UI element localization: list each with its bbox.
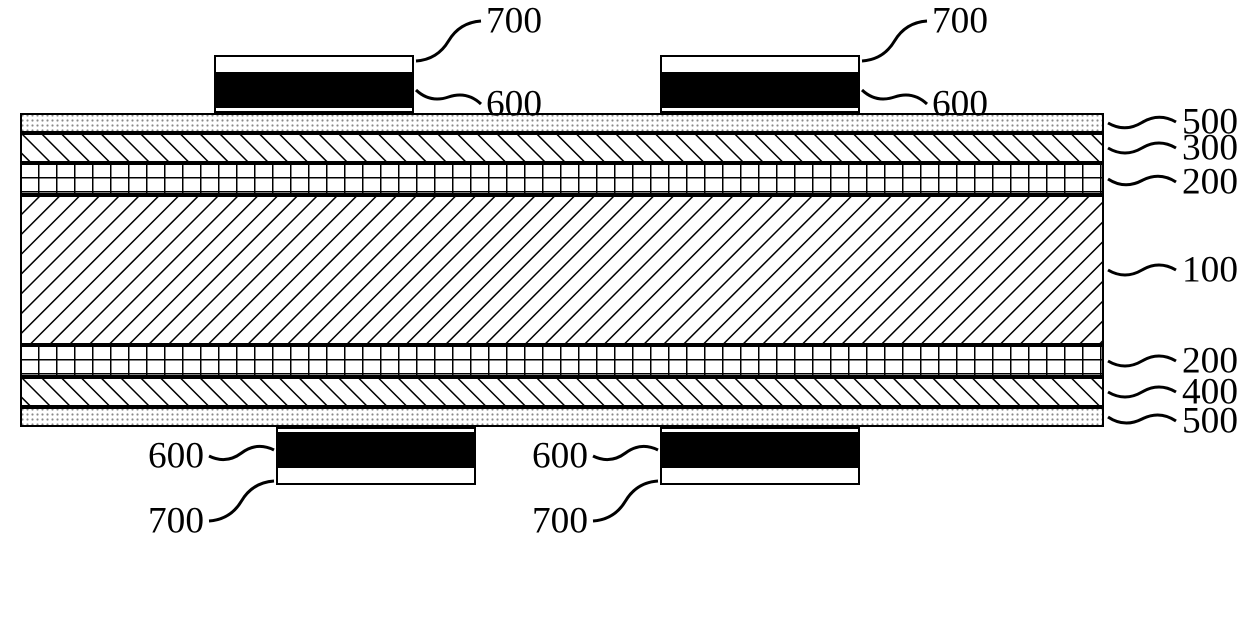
tab-black-tab_top_left <box>216 72 412 108</box>
label-600-tab_top_right: 600 <box>932 83 988 126</box>
label-700-tab_top_right: 700 <box>932 0 988 43</box>
lead-700-tab_bot_right <box>573 461 678 541</box>
label-700-tab_bot_right: 700 <box>532 500 588 543</box>
lead-right-6 <box>1088 397 1196 441</box>
label-right-500-6: 500 <box>1182 400 1238 443</box>
lead-700-tab_bot_left <box>189 461 294 541</box>
label-right-200-2: 200 <box>1182 161 1238 204</box>
label-600-tab_top_left: 600 <box>486 83 542 126</box>
tab-black-tab_bot_left <box>278 432 474 468</box>
layer-bot_200 <box>20 345 1104 377</box>
lead-right-2 <box>1088 159 1196 202</box>
tab-black-tab_top_right <box>662 72 858 108</box>
layer-core_100 <box>20 195 1104 345</box>
tab-black-tab_bot_right <box>662 432 858 468</box>
layer-bot_400 <box>20 377 1104 407</box>
layer-top_300 <box>20 133 1104 163</box>
layer-bot_500 <box>20 407 1104 427</box>
layer-top_200 <box>20 163 1104 195</box>
label-right-100-3: 100 <box>1182 249 1238 292</box>
label-700-tab_bot_left: 700 <box>148 500 204 543</box>
lead-right-3 <box>1088 250 1196 290</box>
diagram-stage: 5003002001002004005007006007006006007006… <box>0 0 1240 626</box>
label-700-tab_top_left: 700 <box>486 0 542 43</box>
